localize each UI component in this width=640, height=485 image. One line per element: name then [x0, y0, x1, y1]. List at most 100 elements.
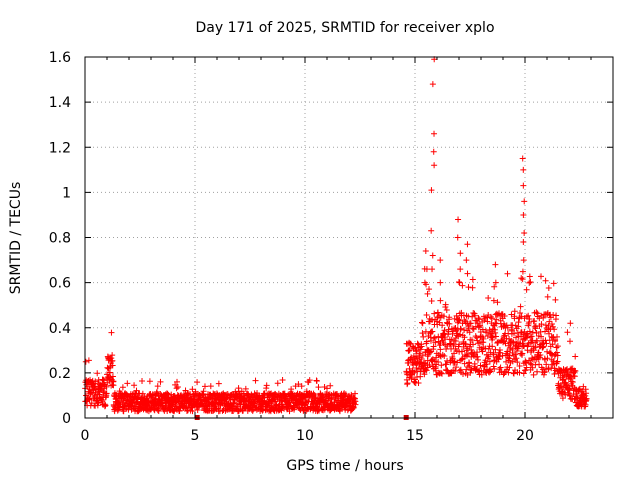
data-point [488, 334, 495, 341]
data-point [569, 378, 576, 385]
data-point [486, 326, 493, 333]
data-point [207, 383, 214, 390]
data-point [428, 187, 435, 194]
data-point [453, 364, 460, 371]
data-point [526, 273, 533, 280]
data-point [582, 392, 589, 399]
data-point [511, 308, 518, 315]
data-point [558, 383, 565, 390]
data-point [146, 378, 153, 385]
data-point [491, 365, 498, 372]
data-point [429, 316, 436, 323]
x-tick-label: 15 [406, 428, 424, 444]
data-point [534, 368, 541, 375]
data-point [480, 335, 487, 342]
data-point [492, 329, 499, 336]
data-point [519, 350, 526, 357]
data-point [406, 347, 413, 354]
data-point [194, 407, 201, 414]
data-point [437, 297, 444, 304]
data-point [448, 370, 455, 377]
data-point [474, 337, 481, 344]
data-point [456, 279, 463, 286]
y-tick-label: 0.8 [49, 231, 71, 247]
data-point [95, 399, 102, 406]
data-point [438, 369, 445, 376]
data-point [498, 368, 505, 375]
data-point [85, 357, 92, 364]
data-point [469, 325, 476, 332]
data-point [529, 329, 536, 336]
data-point [566, 385, 573, 392]
y-tick-label: 1 [62, 185, 71, 201]
data-point [470, 341, 477, 348]
data-point [200, 388, 207, 395]
y-tick-label: 0 [62, 411, 71, 427]
data-point [526, 279, 533, 286]
axis-ticks: 0 5 10 15 20 0 0.2 0.4 0.6 0.8 1 1.2 1.4 1.6 [49, 50, 613, 444]
data-point [336, 408, 343, 415]
data-point [173, 385, 180, 392]
data-point [491, 283, 498, 290]
data-point [254, 389, 261, 396]
data-point [550, 312, 557, 319]
data-point [419, 319, 426, 326]
data-point [485, 353, 492, 360]
y-tick-label: 0.4 [49, 321, 71, 337]
data-point [519, 155, 526, 162]
data-point [411, 379, 418, 386]
data-point [411, 369, 418, 376]
data-point [103, 383, 110, 390]
data-point [457, 325, 464, 332]
data-point [475, 315, 482, 322]
data-point [551, 326, 558, 333]
data-point [404, 380, 411, 387]
data-point [554, 352, 561, 359]
data-point [526, 316, 533, 323]
data-point [456, 341, 463, 348]
data-point [512, 351, 519, 358]
data-point [548, 321, 555, 328]
y-tick-label: 1.4 [49, 95, 71, 111]
data-point [469, 284, 476, 291]
data-point [544, 355, 551, 362]
data-point [415, 379, 422, 386]
data-point [457, 331, 464, 338]
data-point [313, 378, 320, 385]
data-point [513, 355, 520, 362]
data-point [438, 370, 445, 377]
data-point [455, 318, 462, 325]
data-point [503, 358, 510, 365]
data-point [514, 359, 521, 366]
data-point [421, 279, 428, 286]
data-point [511, 313, 518, 320]
data-point [496, 353, 503, 360]
data-point [174, 384, 181, 391]
data-point [431, 334, 438, 341]
data-point [94, 402, 101, 409]
data-point [510, 369, 517, 376]
data-point [554, 333, 561, 340]
data-point [504, 324, 511, 331]
data-point [468, 346, 475, 353]
data-points [82, 56, 590, 415]
data-point [124, 380, 131, 387]
data-point [82, 358, 89, 365]
data-point [108, 329, 115, 336]
data-point [545, 285, 552, 291]
data-point [517, 310, 524, 317]
data-point [233, 400, 240, 407]
data-point [418, 356, 425, 363]
data-point [310, 390, 317, 397]
data-point [466, 329, 473, 336]
data-point [475, 368, 482, 375]
data-point [324, 385, 331, 392]
data-point [443, 361, 450, 368]
data-point [437, 346, 444, 353]
data-point [477, 362, 484, 369]
data-point [431, 310, 438, 317]
data-point [544, 348, 551, 355]
data-point [538, 333, 545, 340]
data-point [209, 399, 216, 406]
